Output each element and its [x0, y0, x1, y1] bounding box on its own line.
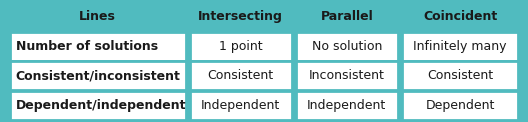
Bar	[402, 61, 518, 90]
Text: Inconsistent: Inconsistent	[309, 69, 385, 82]
Bar	[402, 32, 518, 61]
Bar	[296, 2, 398, 31]
Bar	[10, 2, 186, 31]
Text: Dependent: Dependent	[426, 99, 495, 112]
Text: Intersecting: Intersecting	[199, 10, 283, 23]
Text: No solution: No solution	[312, 40, 382, 53]
Text: Independent: Independent	[201, 99, 280, 112]
Text: Coincident: Coincident	[423, 10, 497, 23]
Bar	[402, 91, 518, 120]
Text: Parallel: Parallel	[320, 10, 373, 23]
Bar	[296, 32, 398, 61]
Bar	[190, 61, 291, 90]
Bar	[296, 91, 398, 120]
Text: Consistent/inconsistent: Consistent/inconsistent	[16, 69, 181, 82]
Text: 1 point: 1 point	[219, 40, 262, 53]
Bar	[402, 2, 518, 31]
Text: Consistent: Consistent	[427, 69, 493, 82]
Text: Consistent: Consistent	[208, 69, 274, 82]
Text: Lines: Lines	[79, 10, 116, 23]
Bar	[10, 32, 186, 61]
Bar	[10, 91, 186, 120]
Text: Independent: Independent	[307, 99, 386, 112]
Text: Number of solutions: Number of solutions	[16, 40, 158, 53]
Bar	[10, 61, 186, 90]
Bar	[296, 61, 398, 90]
Bar	[190, 2, 291, 31]
Text: Dependent/independent: Dependent/independent	[16, 99, 186, 112]
Bar	[190, 91, 291, 120]
Bar	[190, 32, 291, 61]
Text: Infinitely many: Infinitely many	[413, 40, 507, 53]
